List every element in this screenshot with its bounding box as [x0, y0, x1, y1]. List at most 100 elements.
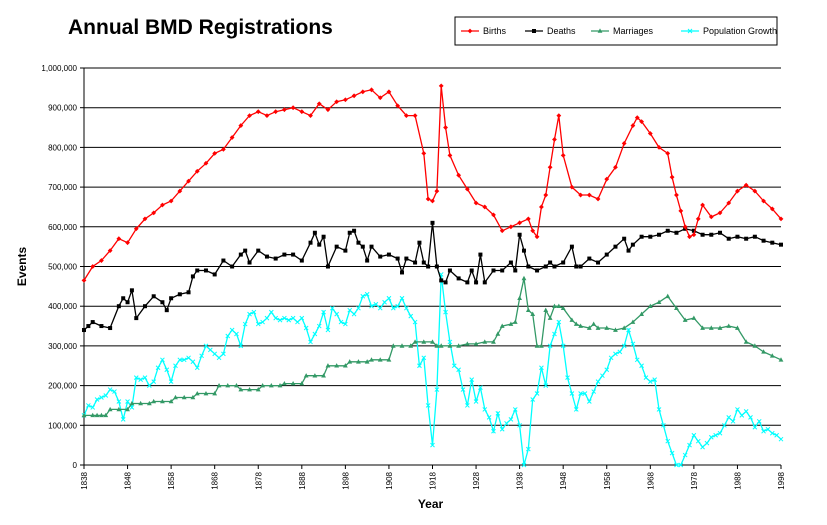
x-tick-label: 1938 — [516, 471, 525, 489]
x-tick-label: 1998 — [777, 471, 786, 489]
data-point-marriages — [268, 383, 274, 388]
data-point-births — [412, 113, 418, 119]
data-point-population-growth — [735, 407, 740, 412]
data-point-deaths — [482, 280, 487, 285]
data-point-deaths — [400, 270, 405, 275]
data-point-deaths — [674, 230, 679, 235]
data-point-marriages — [277, 383, 283, 388]
data-point-marriages — [682, 317, 688, 322]
data-point-deaths — [395, 256, 400, 261]
data-point-population-growth — [713, 432, 719, 438]
data-point-population-growth — [308, 339, 313, 345]
data-point-population-growth — [626, 327, 631, 333]
data-point-population-growth — [190, 359, 196, 365]
x-tick-label: 1958 — [603, 471, 612, 489]
data-point-deaths — [164, 308, 169, 313]
data-point-marriages — [508, 321, 514, 326]
data-point-population-growth — [386, 295, 392, 301]
data-point-births — [691, 232, 697, 238]
data-point-population-growth — [460, 387, 466, 392]
data-point-population-growth — [395, 303, 401, 309]
data-point-marriages — [125, 406, 130, 412]
data-point-population-growth — [726, 415, 732, 420]
data-point-population-growth — [112, 389, 117, 394]
data-point-population-growth — [86, 403, 91, 408]
data-point-births — [530, 228, 536, 234]
data-point-marriages — [216, 383, 222, 388]
data-point-population-growth — [730, 418, 736, 424]
data-point-births — [634, 115, 640, 121]
data-point-population-growth — [334, 311, 340, 317]
data-point-population-growth — [194, 365, 200, 371]
legend-swatch-marker — [532, 29, 536, 33]
legend-label: Marriages — [613, 26, 654, 36]
data-point-population-growth — [534, 391, 540, 396]
data-point-population-growth — [451, 363, 457, 369]
data-point-births — [656, 145, 662, 150]
data-point-births — [665, 150, 671, 156]
data-point-marriages — [160, 398, 165, 404]
data-point-population-growth — [155, 365, 161, 371]
data-point-population-growth — [752, 424, 758, 430]
data-point-births — [556, 113, 562, 119]
data-point-population-growth — [722, 422, 727, 428]
data-point-births — [578, 192, 584, 198]
data-point-births — [421, 150, 427, 156]
data-point-deaths — [439, 278, 444, 283]
data-point-births — [586, 192, 592, 198]
data-point-births — [142, 216, 148, 222]
data-point-births — [674, 192, 679, 198]
data-point-population-growth — [277, 317, 283, 323]
data-point-deaths — [648, 234, 653, 239]
data-point-marriages — [761, 349, 766, 354]
data-point-population-growth — [543, 383, 549, 388]
data-point-marriages — [238, 386, 244, 392]
data-point-births — [342, 97, 348, 103]
x-tick-labels: 1838 1848 1858 1868 1878 1888 1898 1908 1918 1928… — [80, 471, 786, 489]
data-point-births — [395, 103, 401, 109]
data-point-births — [778, 216, 784, 222]
data-point-deaths — [386, 252, 391, 257]
data-point-births — [695, 216, 701, 222]
data-point-births — [334, 99, 340, 105]
x-tick-label: 1898 — [341, 471, 350, 489]
data-point-deaths — [665, 228, 670, 233]
data-point-marriages — [525, 307, 531, 312]
data-point-population-growth — [682, 452, 688, 458]
data-point-deaths — [535, 268, 540, 273]
series-deaths — [82, 220, 783, 333]
data-point-population-growth — [264, 315, 270, 321]
data-point-marriages — [290, 381, 296, 386]
x-tick-label: 1888 — [298, 471, 307, 489]
data-point-marriages — [303, 373, 309, 378]
data-point-population-growth — [251, 309, 257, 315]
data-point-population-growth — [691, 432, 697, 438]
data-point-population-growth — [547, 343, 553, 349]
data-point-deaths — [160, 300, 165, 305]
data-point-births — [464, 186, 470, 192]
data-point-births — [308, 113, 313, 119]
data-point-marriages — [530, 311, 536, 316]
data-point-population-growth — [351, 311, 357, 317]
x-tick-label: 1928 — [472, 471, 481, 489]
legend-label: Population Growth — [703, 26, 777, 36]
data-point-deaths — [347, 230, 352, 235]
data-point-marriages — [647, 303, 653, 308]
data-point-population-growth — [591, 389, 597, 394]
data-point-births — [595, 196, 601, 202]
data-point-births — [247, 113, 252, 119]
data-point-population-growth — [186, 355, 191, 361]
data-point-marriages — [613, 327, 618, 332]
data-point-births — [456, 172, 462, 178]
data-point-deaths — [622, 236, 627, 241]
data-point-births — [752, 188, 758, 194]
data-point-population-growth — [229, 327, 235, 333]
data-point-population-growth — [286, 317, 292, 323]
y-tick-label: 800,000 — [48, 143, 77, 152]
data-point-deaths — [404, 256, 409, 261]
data-point-population-growth — [630, 341, 636, 347]
data-point-births — [386, 89, 392, 95]
data-point-births — [125, 240, 130, 246]
y-tick-label: 200,000 — [48, 382, 77, 391]
data-point-population-growth — [499, 426, 505, 432]
